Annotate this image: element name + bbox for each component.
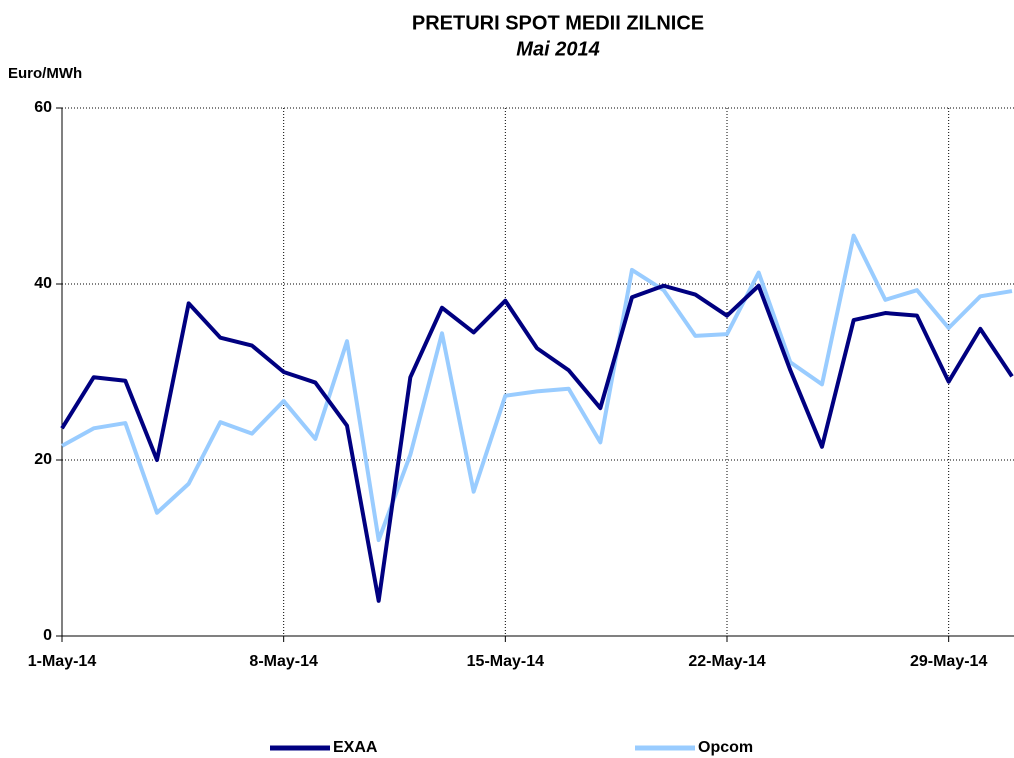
data-line xyxy=(61,233,1013,543)
x-tick-label: 29-May-14 xyxy=(910,653,987,670)
y-tick-label: 40 xyxy=(34,275,52,292)
x-tick-label: 22-May-14 xyxy=(688,653,765,670)
x-tick-label: 1-May-14 xyxy=(28,653,97,670)
legend-label: Opcom xyxy=(698,739,753,756)
y-tick-label: 0 xyxy=(43,627,52,644)
y-tick-label: 20 xyxy=(34,451,52,468)
y-axis-label: Euro/MWh xyxy=(8,65,82,82)
y-tick-label: 60 xyxy=(34,99,52,116)
chart-title: PRETURI SPOT MEDII ZILNICE xyxy=(412,12,704,34)
x-tick-label: 8-May-14 xyxy=(249,653,318,670)
x-tick-label: 15-May-14 xyxy=(467,653,544,670)
data-line xyxy=(60,283,1014,603)
chart-subtitle: Mai 2014 xyxy=(516,38,599,60)
legend-label: EXAA xyxy=(333,739,378,756)
